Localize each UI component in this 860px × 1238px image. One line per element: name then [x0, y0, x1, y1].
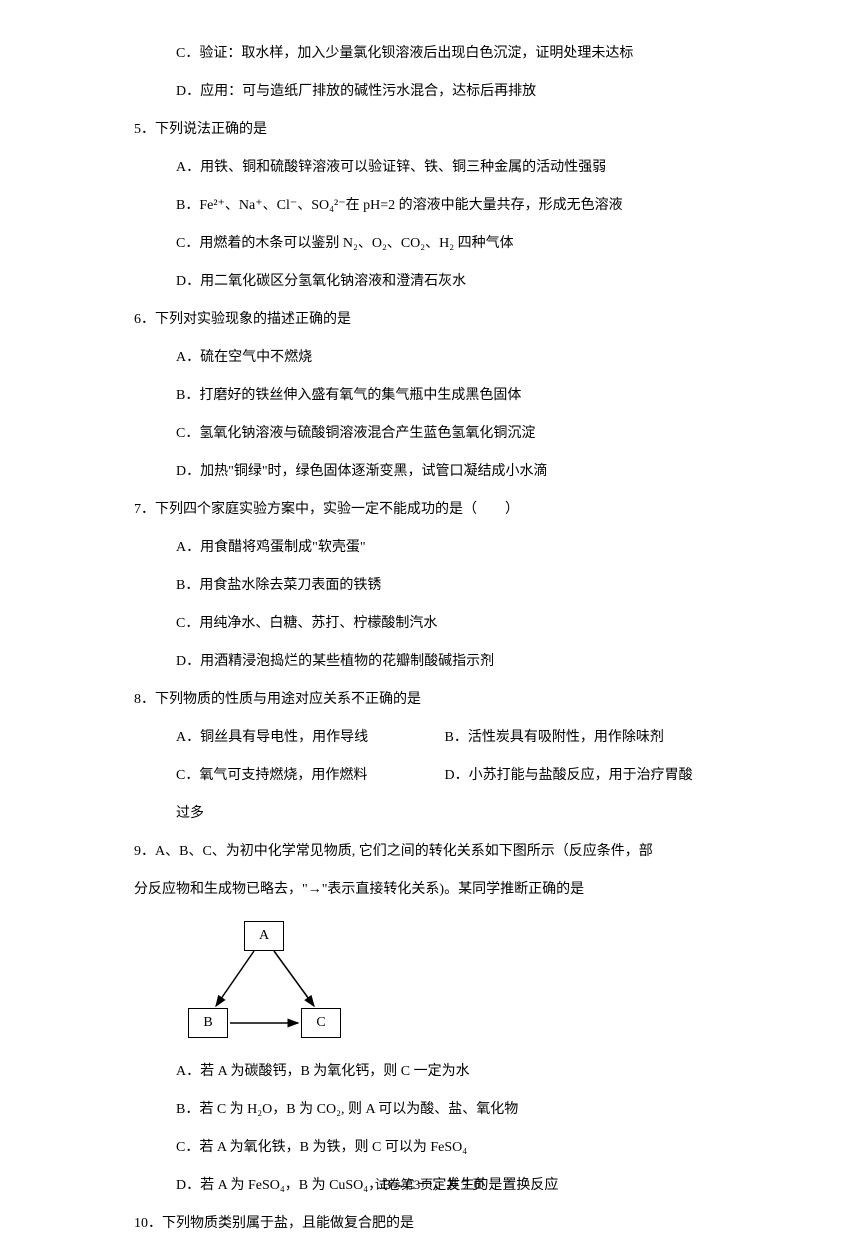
q5-stem: 5．下列说法正确的是 [120, 116, 740, 144]
q7-opt-d: D．用酒精浸泡捣烂的某些植物的花瓣制酸碱指示剂 [120, 648, 740, 676]
q8-row2: C．氧气可支持燃烧，用作燃料 D．小苏打能与盐酸反应，用于治疗胃酸 [120, 762, 740, 790]
q10-stem: 10．下列物质类别属于盐，且能做复合肥的是 [120, 1210, 740, 1238]
pre-option-d: D．应用：可与造纸厂排放的碱性污水混合，达标后再排放 [120, 78, 740, 106]
q9-stem2: 分反应物和生成物已略去，"→"表示直接转化关系)。某同学推断正确的是 [120, 876, 740, 904]
q8-opt-d: D．小苏打能与盐酸反应，用于治疗胃酸 [445, 768, 693, 783]
page-footer: 试卷第3页，共 7 页 [0, 1173, 860, 1196]
q8-opt-c: C．氧气可支持燃烧，用作燃料 [176, 762, 441, 790]
q8-tail: 过多 [120, 800, 740, 828]
q9-stem1: 9．A、B、C、为初中化学常见物质, 它们之间的转化关系如下图所示（反应条件，部 [120, 838, 740, 866]
q9-opt-c: C．若 A 为氧化铁，B 为铁，则 C 可以为 FeSO₄ [120, 1134, 740, 1162]
q7-opt-a: A．用食醋将鸡蛋制成"软壳蛋" [120, 534, 740, 562]
q9-opt-a: A．若 A 为碳酸钙，B 为氧化钙，则 C 一定为水 [120, 1058, 740, 1086]
q6-opt-a: A．硫在空气中不燃烧 [120, 344, 740, 372]
diagram-node-a: A [244, 921, 284, 951]
q7-opt-b: B．用食盐水除去菜刀表面的铁锈 [120, 572, 740, 600]
q7-stem: 7．下列四个家庭实验方案中，实验一定不能成功的是（ ） [120, 496, 740, 524]
q6-opt-c: C．氢氧化钠溶液与硫酸铜溶液混合产生蓝色氢氧化铜沉淀 [120, 420, 740, 448]
q8-stem: 8．下列物质的性质与用途对应关系不正确的是 [120, 686, 740, 714]
q9-opt-b: B．若 C 为 H₂O，B 为 CO₂, 则 A 可以为酸、盐、氧化物 [120, 1096, 740, 1124]
q8-opt-b: B．活性炭具有吸附性，用作除味剂 [445, 730, 664, 745]
q7-opt-c: C．用纯净水、白糖、苏打、柠檬酸制汽水 [120, 610, 740, 638]
document-content: C．验证：取水样，加入少量氯化钡溶液后出现白色沉淀，证明处理未达标 D．应用：可… [120, 40, 740, 1238]
pre-option-c: C．验证：取水样，加入少量氯化钡溶液后出现白色沉淀，证明处理未达标 [120, 40, 740, 68]
q8-row1: A．铜丝具有导电性，用作导线 B．活性炭具有吸附性，用作除味剂 [120, 724, 740, 752]
q5-opt-b: B．Fe²⁺、Na⁺、Cl⁻、SO₄²⁻在 pH=2 的溶液中能大量共存，形成无… [120, 192, 740, 220]
q6-stem: 6．下列对实验现象的描述正确的是 [120, 306, 740, 334]
q5-opt-a: A．用铁、铜和硫酸锌溶液可以验证锌、铁、铜三种金属的活动性强弱 [120, 154, 740, 182]
q9-diagram: A B C [120, 916, 740, 1046]
q5-opt-c: C．用燃着的木条可以鉴别 N₂、O₂、CO₂、H₂ 四种气体 [120, 230, 740, 258]
diagram-node-c: C [301, 1008, 341, 1038]
q6-opt-d: D．加热"铜绿"时，绿色固体逐渐变黑，试管口凝结成小水滴 [120, 458, 740, 486]
q8-opt-a: A．铜丝具有导电性，用作导线 [176, 724, 441, 752]
q6-opt-b: B．打磨好的铁丝伸入盛有氧气的集气瓶中生成黑色固体 [120, 382, 740, 410]
diagram-node-b: B [188, 1008, 228, 1038]
q5-opt-d: D．用二氧化碳区分氢氧化钠溶液和澄清石灰水 [120, 268, 740, 296]
